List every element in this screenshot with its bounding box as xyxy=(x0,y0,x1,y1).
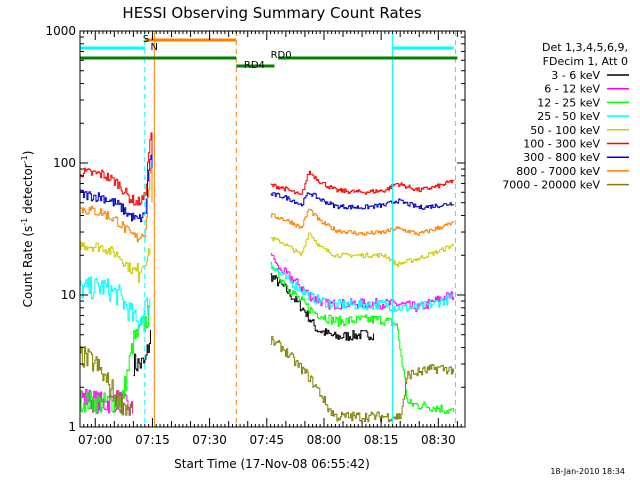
legend-label: 800 - 7000 keV xyxy=(516,165,600,178)
legend-label: 100 - 300 keV xyxy=(523,138,600,151)
series-12-25-kev-pre xyxy=(80,305,150,415)
series-800-7000-kev-post xyxy=(270,208,455,236)
y-axis: 1 10 100 1000 xyxy=(45,24,465,434)
series-50-100-kev-pre xyxy=(80,241,151,283)
legend-label: 7000 - 20000 keV xyxy=(502,179,600,192)
x-tick-label: 08:15 xyxy=(364,433,399,447)
y-tick-label: 10 xyxy=(61,288,76,302)
series-800-7000-kev-pre xyxy=(80,167,153,243)
legend-header-2: FDecim 1, Att 0 xyxy=(543,55,628,68)
plot-frame xyxy=(79,30,466,428)
legend-label: 12 - 25 keV xyxy=(537,96,600,109)
flag-label-n: N xyxy=(151,42,158,53)
y-axis-label: Count Rate (s-1 detector-1) xyxy=(20,151,35,308)
series-7000-20000-kev-pre xyxy=(80,346,134,416)
series-50-100-kev-post xyxy=(270,232,455,267)
series-7000-20000-kev-post xyxy=(270,335,455,423)
marks-layer: SN RD0 RD4 xyxy=(80,31,458,427)
legend-label: 300 - 800 keV xyxy=(523,151,600,164)
x-axis-label: Start Time (17-Nov-08 06:55:42) xyxy=(174,457,370,471)
y-tick-label: 100 xyxy=(53,156,76,170)
legend-label: 25 - 50 keV xyxy=(537,110,600,123)
legend-label: 3 - 6 keV xyxy=(551,69,600,82)
x-tick-label: 07:45 xyxy=(249,433,284,447)
y-tick-label: 1000 xyxy=(45,24,76,38)
chart-title: HESSI Observing Summary Count Rates xyxy=(122,4,421,22)
timestamp: 18-Jan-2010 18:34 xyxy=(550,467,625,476)
series-25-50-kev-post xyxy=(270,264,455,312)
series-300-800-kev-post xyxy=(270,192,455,210)
series-layer xyxy=(80,132,455,423)
flag-label-s: S xyxy=(143,34,149,45)
series-12-25-kev-post xyxy=(270,262,455,414)
x-tick-label: 08:30 xyxy=(421,433,456,447)
series-3-6-kev-post xyxy=(270,273,374,341)
series-100-300-kev-pre xyxy=(80,132,153,206)
legend-label: 50 - 100 keV xyxy=(530,124,600,137)
y-tick-label: 1 xyxy=(68,420,76,434)
series-25-50-kev-pre xyxy=(80,276,151,330)
x-tick-label: 08:00 xyxy=(307,433,342,447)
legend-label: 6 - 12 keV xyxy=(544,83,600,96)
series-3-6-kev-pre xyxy=(133,329,151,377)
legend: Det 1,3,4,5,6,9, FDecim 1, Att 0 3 - 6 k… xyxy=(502,41,629,192)
x-tick-label: 07:00 xyxy=(78,433,113,447)
x-axis: 07:00 07:15 07:30 07:45 08:00 08:15 08:30 xyxy=(78,31,462,447)
flag-label-rd0: RD0 xyxy=(271,50,292,61)
flag-label-rd4: RD4 xyxy=(244,60,265,71)
x-tick-label: 07:15 xyxy=(135,433,170,447)
x-tick-label: 07:30 xyxy=(192,433,227,447)
series-300-800-kev-pre xyxy=(80,154,153,223)
legend-header-1: Det 1,3,4,5,6,9, xyxy=(542,41,628,54)
series-100-300-kev-post xyxy=(270,170,455,195)
